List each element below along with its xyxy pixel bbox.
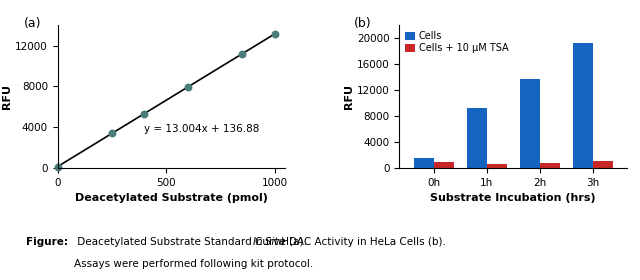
Legend: Cells, Cells + 10 μM TSA: Cells, Cells + 10 μM TSA: [404, 30, 509, 54]
Bar: [520, 79, 540, 168]
Point: [52, 164, 63, 169]
Point: [107, 131, 117, 136]
Point: [140, 111, 150, 116]
X-axis label: Deacetylated Substrate (pmol): Deacetylated Substrate (pmol): [75, 193, 268, 203]
Bar: [573, 43, 593, 168]
Text: (a): (a): [24, 17, 41, 30]
Text: Assays were performed following kit protocol.: Assays were performed following kit prot…: [74, 259, 313, 269]
Text: In Situ: In Situ: [253, 237, 285, 247]
Bar: [540, 163, 560, 168]
Point: [237, 52, 247, 56]
Text: HDAC Activity in HeLa Cells (b).: HDAC Activity in HeLa Cells (b).: [278, 237, 446, 247]
Bar: [593, 161, 613, 168]
Text: y = 13.004x + 136.88: y = 13.004x + 136.88: [144, 124, 260, 134]
Y-axis label: RFU: RFU: [344, 84, 354, 109]
Bar: [467, 108, 487, 168]
Bar: [487, 164, 507, 168]
Text: (b): (b): [354, 17, 371, 30]
Text: Figure:: Figure:: [26, 237, 68, 247]
X-axis label: Substrate Incubation (hrs): Substrate Incubation (hrs): [431, 193, 596, 203]
Bar: [413, 158, 434, 168]
Y-axis label: RFU: RFU: [3, 84, 12, 109]
Bar: [434, 162, 454, 168]
Point: [182, 85, 193, 89]
Point: [269, 32, 280, 36]
Text: Deacetylated Substrate Standard Curve (a).: Deacetylated Substrate Standard Curve (a…: [74, 237, 310, 247]
